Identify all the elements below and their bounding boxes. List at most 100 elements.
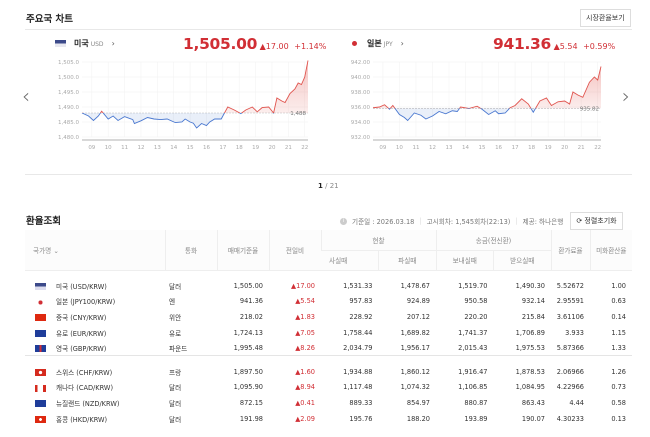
diff: ▲17.00: [291, 281, 315, 290]
chevron-right-icon: ›: [111, 39, 115, 48]
x-tick-label: 17: [512, 145, 519, 151]
chevron-left-icon[interactable]: ‹: [22, 84, 30, 108]
section-title-charts: 주요국 차트: [26, 14, 74, 25]
diff: ▲8.94: [295, 383, 315, 392]
wire-recv: 1,490.30: [515, 281, 545, 290]
table-row[interactable]: 캐나다 (CAD/KRW) 달러 1,095.90 ▲8.94 1,117.48…: [25, 380, 632, 396]
market-rate-button[interactable]: 시장환율보기: [580, 9, 631, 27]
country-name: 일본: [367, 39, 382, 48]
y-tick-label: 1,480.0: [58, 135, 79, 141]
wire-recv: 1,084.95: [515, 383, 545, 392]
table-row[interactable]: 미국 (USD/KRW) 달러 1,505.00 ▲17.00 1,531.33…: [25, 278, 632, 294]
x-tick-label: 20: [561, 145, 568, 151]
wire-recv: 1,878.53: [515, 367, 545, 376]
diff: ▲1.83: [295, 312, 315, 321]
chevron-right-icon[interactable]: ›: [622, 84, 630, 108]
col-base: 매매기준율: [216, 230, 269, 271]
country-name[interactable]: 중국 (CNY/KRW): [56, 313, 107, 322]
area-down: [82, 113, 308, 128]
x-tick-label: 10: [396, 145, 403, 151]
x-tick-label: 11: [412, 145, 419, 151]
country-name[interactable]: 일본 (JPY100/KRW): [56, 298, 116, 307]
col-country[interactable]: 국가명 ⌄: [25, 230, 165, 271]
table-row[interactable]: 스위스 (CHF/KRW) 프랑 1,897.50 ▲1.60 1,934.88…: [25, 364, 632, 380]
col-diff: 전일비: [268, 230, 321, 271]
x-tick-label: 19: [545, 145, 552, 151]
x-tick-label: 21: [285, 145, 292, 151]
baseline-label: 935.82: [580, 106, 599, 112]
cash-sell: 1,956.17: [400, 343, 430, 352]
y-tick-label: 934.00: [351, 120, 371, 126]
table-row[interactable]: 중국 (CNY/KRW) 위안 218.02 ▲1.83 228.92 207.…: [25, 309, 632, 325]
country-cell: 스위스 (CHF/KRW): [25, 364, 165, 380]
series-line-down: [387, 108, 537, 122]
x-tick-label: 13: [446, 145, 453, 151]
country-name[interactable]: 스위스 (CHF/KRW): [56, 368, 113, 377]
usd-rate: 1.26: [611, 367, 626, 376]
x-tick-label: 22: [301, 145, 308, 151]
country-name[interactable]: 뉴질랜드 (NZD/KRW): [56, 399, 120, 408]
col-wire-recv: 받으실때: [493, 250, 551, 271]
cash-buy: 1,531.33: [343, 281, 373, 290]
currency: 위안: [169, 313, 182, 322]
usd-rate: 1.15: [611, 328, 626, 337]
table-row[interactable]: 뉴질랜드 (NZD/KRW) 달러 872.15 ▲0.41 889.33 85…: [25, 395, 632, 411]
country-cell: 뉴질랜드 (NZD/KRW): [25, 395, 165, 411]
fee-rate: 4.44: [569, 398, 584, 407]
x-tick-label: 17: [219, 145, 226, 151]
col-cash-sell: 파실때: [378, 250, 436, 271]
wire-send: 950.58: [464, 297, 488, 306]
base-rate: 1,995.48: [233, 343, 263, 352]
hk-flag-icon: [35, 416, 46, 424]
jp-flag-icon: [352, 41, 357, 46]
country-name[interactable]: 캐나다 (CAD/KRW): [56, 384, 114, 393]
chart-country-link[interactable]: 일본 JPY ›: [367, 38, 404, 49]
currency: 엔: [169, 298, 176, 307]
series-line-up: [82, 60, 309, 113]
wire-recv: 863.43: [521, 398, 545, 407]
country-name[interactable]: 영국 (GBP/KRW): [56, 344, 107, 353]
diff: ▲7.05: [295, 328, 315, 337]
ca-flag-icon: [35, 384, 46, 392]
reset-sort-button[interactable]: ⟳ 정렬초기화: [570, 212, 623, 230]
change: ▲5.54: [553, 42, 578, 51]
wire-recv: 215.84: [521, 312, 545, 321]
table-row[interactable]: 영국 (GBP/KRW) 파운드 1,995.48 ▲8.26 2,034.79…: [25, 340, 632, 356]
chart-country-link[interactable]: 미국 USD ›: [74, 38, 115, 49]
pager-current: 1: [318, 182, 323, 190]
base-rate: 1,897.50: [233, 367, 263, 376]
usd-rate: 0.14: [611, 312, 626, 321]
change-pct: +0.59%: [583, 42, 616, 51]
currency-code: USD: [90, 41, 104, 48]
cash-buy: 1,117.48: [343, 383, 373, 392]
x-tick-label: 09: [88, 145, 95, 151]
wire-recv: 932.14: [521, 297, 545, 306]
country-name[interactable]: 미국 (USD/KRW): [56, 282, 107, 291]
country-name[interactable]: 홍콩 (HKD/KRW): [56, 415, 108, 424]
table-row[interactable]: 유로 (EUR/KRW) 유로 1,724.13 ▲7.05 1,758.44 …: [25, 325, 632, 341]
table-row[interactable]: 일본 (JPY100/KRW) 엔 941.36 ▲5.54 957.83 92…: [25, 294, 632, 310]
cash-sell: 1,860.12: [400, 367, 430, 376]
area-up: [82, 60, 308, 113]
chevron-down-icon: ⌄: [53, 246, 59, 255]
x-tick-label: 20: [268, 145, 275, 151]
country-name[interactable]: 유로 (EUR/KRW): [56, 329, 107, 338]
col-country-label: 국가명: [33, 246, 52, 255]
fee-rate: 5.52672: [556, 281, 584, 290]
cash-sell: 1,074.32: [400, 383, 430, 392]
fee-rate: 3.61106: [556, 312, 584, 321]
price: 1,505.00: [183, 35, 258, 53]
cash-sell: 1,689.82: [400, 328, 430, 337]
cash-buy: 889.33: [349, 398, 373, 407]
x-tick-label: 14: [170, 145, 177, 151]
cash-sell: 924.89: [406, 297, 430, 306]
nz-flag-icon: [35, 400, 46, 408]
x-tick-label: 16: [203, 145, 210, 151]
table-row[interactable]: 홍콩 (HKD/KRW) 달러 191.98 ▲2.09 195.76 188.…: [25, 411, 632, 427]
x-tick-label: 14: [462, 145, 469, 151]
x-tick-label: 12: [137, 145, 144, 151]
y-tick-label: 938.00: [351, 90, 371, 96]
cash-buy: 1,758.44: [343, 328, 373, 337]
wire-send: 1,916.47: [458, 367, 488, 376]
fee-rate: 4.22966: [556, 383, 584, 392]
